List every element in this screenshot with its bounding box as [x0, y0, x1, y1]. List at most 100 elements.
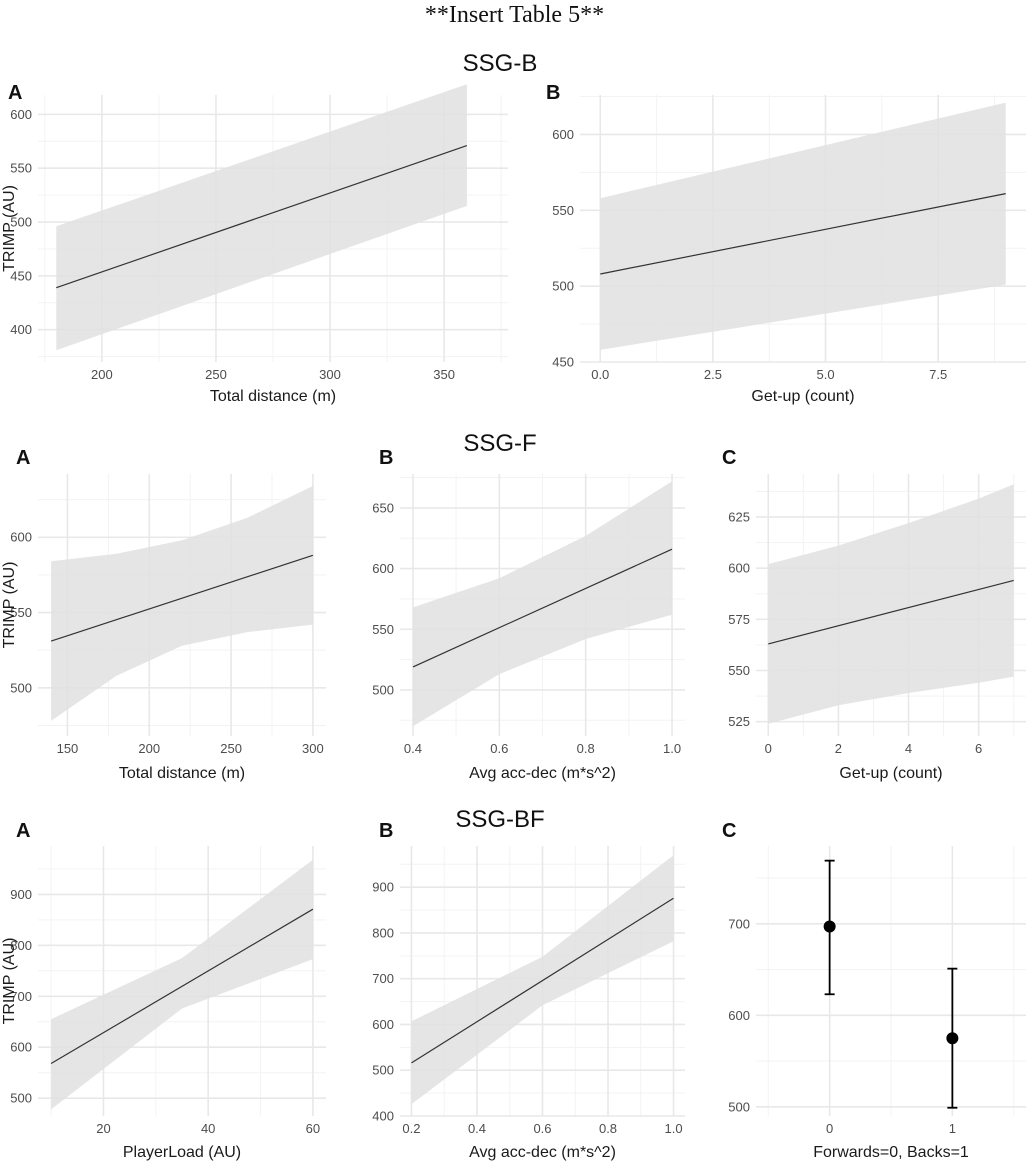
y-tick-label: 600 [10, 530, 32, 545]
x-tick-label: 300 [302, 741, 324, 756]
panel-letter-ssgbf-b: B [379, 820, 394, 842]
section-title-ssg-bf: SSG-BF [455, 806, 545, 833]
x-axis-title: Get-up (count) [751, 388, 854, 405]
x-tick-label: 0.8 [577, 741, 595, 756]
regression-line [412, 548, 673, 668]
y-tick-label: 600 [10, 1040, 32, 1055]
y-tick-label: 900 [10, 887, 32, 902]
chart-ssgbf-c: 0 1 500 600 700 Forwards=0, Backs=1 [728, 846, 1026, 1161]
x-tick-label: 0.6 [533, 1121, 551, 1136]
chart-ssgf-c: 0 2 4 6 525 550 575 600 625 Get-up (count) [728, 474, 1026, 782]
x-tick-label: 0.4 [404, 741, 422, 756]
panel-letter-ssgbf-c: C [722, 820, 737, 842]
section-title-ssg-f: SSG-F [463, 430, 537, 457]
panel-letter-ssgb-b: B [546, 82, 561, 104]
x-tick-label: 0 [765, 741, 772, 756]
y-tick-label: 600 [728, 1008, 750, 1023]
y-tick-label: 700 [10, 989, 32, 1004]
y-tick-label: 600 [10, 107, 32, 122]
y-tick-label: 650 [372, 500, 394, 515]
chart-ssgb-b: 0.0 2.5 5.0 7.5 450 500 550 600 Get-up (count) [552, 95, 1026, 405]
x-tick-label: 5.0 [816, 367, 834, 382]
confidence-band [413, 481, 672, 727]
regression-line [411, 897, 674, 1064]
y-tick-label: 625 [728, 509, 750, 524]
confidence-band [600, 102, 1006, 350]
x-tick-label: 0.8 [599, 1121, 617, 1136]
x-tick-label: 250 [220, 741, 242, 756]
y-axis-title: TRIMP (AU) [1, 938, 18, 1025]
x-tick-label: 200 [138, 741, 160, 756]
panel-letter-ssgbf-a: A [16, 820, 31, 842]
y-tick-label: 550 [10, 161, 32, 176]
panel-letter-ssgf-b: B [379, 447, 394, 469]
y-tick-label: 525 [728, 714, 750, 729]
x-tick-label: 60 [306, 1121, 320, 1136]
x-tick-label: 0.2 [402, 1121, 420, 1136]
x-tick-label: 0.6 [490, 741, 508, 756]
panel-letter-ssgf-a: A [16, 447, 31, 469]
y-tick-label: 500 [10, 215, 32, 230]
x-tick-label: 0.4 [468, 1121, 486, 1136]
section-title-ssg-b: SSG-B [462, 50, 538, 77]
y-tick-label: 550 [372, 622, 394, 637]
estimate-point [823, 920, 836, 933]
panel-letter-ssgb-a: A [8, 82, 23, 104]
x-axis-title: Avg acc-dec (m*s^2) [469, 765, 616, 782]
x-axis-title: Forwards=0, Backs=1 [813, 1144, 969, 1161]
x-tick-label: 350 [433, 367, 455, 382]
y-tick-label: 400 [10, 322, 32, 337]
regression-line [50, 908, 314, 1065]
x-axis-title: Avg acc-dec (m*s^2) [469, 1144, 616, 1161]
y-tick-label: 500 [372, 1063, 394, 1078]
y-tick-label: 600 [728, 561, 750, 576]
y-tick-label: 450 [10, 268, 32, 283]
y-tick-label: 550 [10, 605, 32, 620]
confidence-band [768, 484, 1014, 724]
x-tick-label: 250 [205, 367, 227, 382]
y-tick-label: 450 [552, 355, 574, 370]
chart-ssgf-b: 0.4 0.6 0.8 1.0 500 550 600 650 Avg acc-dec (m*s… [372, 474, 685, 782]
x-tick-label: 6 [975, 741, 982, 756]
chart-ssgf-a: 150 200 250 300 500 550 600 Total distance (m) T… [1, 474, 326, 782]
y-tick-label: 575 [728, 612, 750, 627]
y-tick-label: 800 [372, 925, 394, 940]
y-tick-label: 500 [10, 680, 32, 695]
x-tick-label: 2.5 [704, 367, 722, 382]
y-tick-label: 800 [10, 938, 32, 953]
y-tick-label: 500 [10, 1091, 32, 1106]
regression-line [600, 193, 1006, 275]
x-tick-label: 20 [96, 1121, 110, 1136]
x-tick-label: 1.0 [663, 741, 681, 756]
panel-letter-ssgf-c: C [722, 447, 737, 469]
y-tick-label: 550 [552, 203, 574, 218]
table-placeholder-note: **Insert Table 5** [424, 2, 605, 28]
x-axis-title: Get-up (count) [839, 765, 942, 782]
x-axis-title: Total distance (m) [210, 388, 336, 405]
y-tick-label: 500 [552, 279, 574, 294]
regression-line [768, 579, 1014, 645]
regression-line [50, 554, 314, 642]
y-tick-label: 600 [372, 561, 394, 576]
x-tick-label: 1 [949, 1121, 956, 1136]
x-tick-label: 0 [826, 1121, 833, 1136]
y-tick-label: 600 [552, 127, 574, 142]
x-tick-label: 150 [57, 741, 79, 756]
chart-ssgb-a: 200 250 300 350 400 450 500 550 600 Total distanc… [1, 84, 508, 405]
x-tick-label: 1.0 [664, 1121, 682, 1136]
y-tick-label: 550 [728, 663, 750, 678]
x-axis-title: Total distance (m) [119, 765, 245, 782]
x-axis-title: PlayerLoad (AU) [123, 1144, 241, 1161]
y-tick-label: 600 [372, 1017, 394, 1032]
y-tick-label: 700 [728, 916, 750, 931]
y-tick-label: 900 [372, 880, 394, 895]
y-axis-title: TRIMP (AU) [1, 185, 18, 272]
x-tick-label: 7.5 [929, 367, 947, 382]
y-axis-title: TRIMP (AU) [1, 562, 18, 649]
x-tick-label: 40 [201, 1121, 215, 1136]
confidence-band [51, 486, 313, 721]
x-tick-label: 4 [905, 741, 912, 756]
x-tick-label: 200 [91, 367, 113, 382]
x-tick-label: 0.0 [591, 367, 609, 382]
